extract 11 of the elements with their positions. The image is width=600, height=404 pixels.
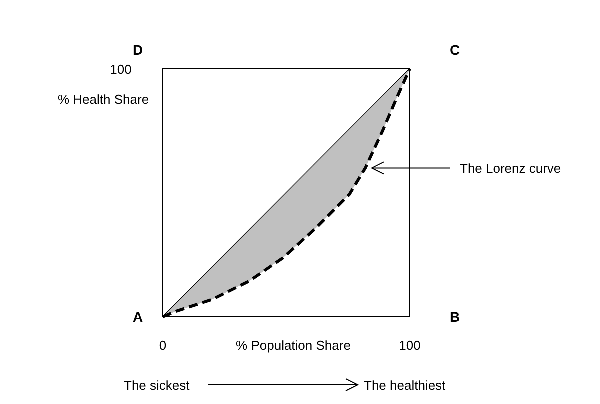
text: The healthiest <box>364 378 446 393</box>
x-tick-label: 0 <box>159 338 167 353</box>
text: C <box>450 42 460 58</box>
annotation: The Lorenz curve <box>460 161 562 176</box>
x-axis-title: % Population Share <box>236 338 351 353</box>
text: A <box>132 309 144 325</box>
text: 100 <box>110 62 132 77</box>
text: B <box>450 309 460 325</box>
text: D <box>132 42 144 58</box>
y-axis-title: % Health Share <box>58 92 150 107</box>
text: The sickest <box>124 378 190 393</box>
